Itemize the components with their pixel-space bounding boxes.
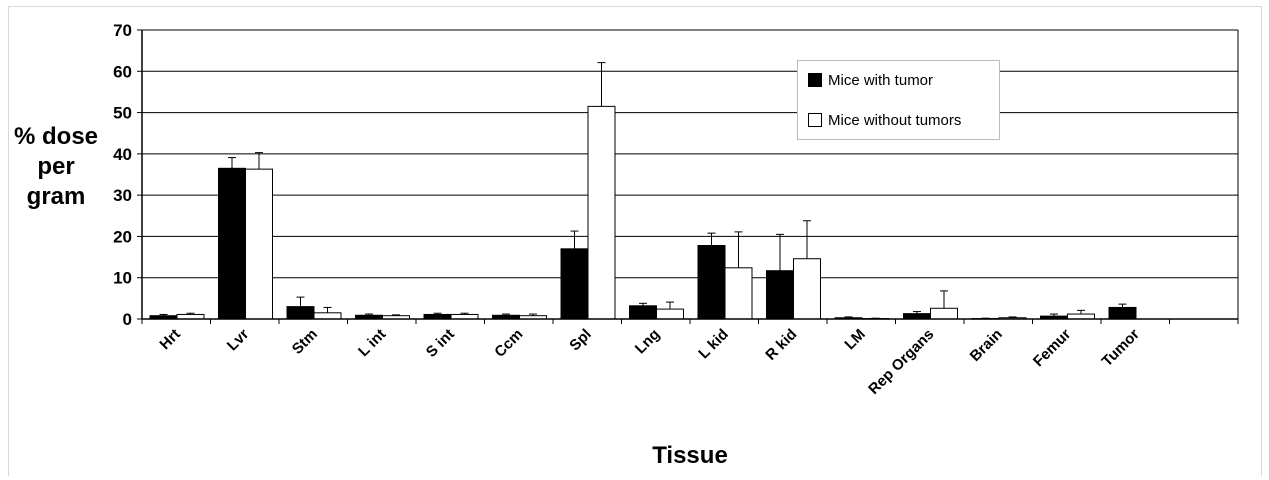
x-tick-label: Rep Organs bbox=[865, 326, 937, 398]
y-tick-label: 40 bbox=[113, 145, 132, 164]
bar bbox=[218, 167, 246, 320]
bar bbox=[766, 270, 794, 320]
bar bbox=[245, 168, 273, 320]
x-tick-label: Stm bbox=[289, 326, 321, 358]
legend-item: Mice without tumors bbox=[808, 110, 961, 130]
legend-label: Mice without tumors bbox=[828, 111, 962, 129]
bar bbox=[560, 248, 589, 320]
y-axis-label-line: % dose bbox=[13, 123, 99, 150]
bar bbox=[697, 245, 726, 320]
y-axis-label-line: per bbox=[37, 153, 75, 180]
bar bbox=[1108, 306, 1137, 320]
y-tick-label: 60 bbox=[113, 62, 132, 81]
y-axis-label-line: gram bbox=[26, 183, 86, 210]
chart-frame bbox=[8, 6, 1262, 476]
legend-swatch bbox=[808, 113, 822, 127]
y-tick-label: 10 bbox=[113, 269, 132, 288]
y-tick-label: 70 bbox=[113, 21, 132, 40]
bar bbox=[793, 258, 821, 320]
legend: Mice with tumor Mice without tumors bbox=[797, 60, 1000, 140]
bar bbox=[587, 105, 616, 320]
x-tick-label: Femur bbox=[1030, 326, 1075, 371]
bar bbox=[903, 313, 931, 320]
bar bbox=[724, 267, 753, 320]
y-tick-label: 50 bbox=[113, 104, 132, 123]
x-tick-label: Brain bbox=[967, 326, 1006, 365]
bar bbox=[629, 305, 657, 320]
x-tick-label: L kid bbox=[695, 326, 732, 363]
y-axis-label: % dose per gram bbox=[8, 122, 104, 212]
x-tick-label: Ccm bbox=[491, 326, 526, 361]
x-tick-label: S int bbox=[423, 326, 458, 361]
bar bbox=[656, 308, 684, 320]
legend-swatch bbox=[808, 73, 822, 87]
bar bbox=[313, 312, 342, 320]
x-tick-label: R kid bbox=[762, 326, 800, 364]
x-tick-label: Spl bbox=[566, 326, 595, 355]
x-axis-label: Tissue bbox=[652, 442, 728, 469]
x-tick-label: Lng bbox=[632, 326, 663, 357]
x-tick-label: L int bbox=[355, 326, 389, 360]
legend-label: Mice with tumor bbox=[828, 71, 934, 89]
y-tick-label: 30 bbox=[113, 186, 132, 205]
y-tick-label: 20 bbox=[113, 227, 132, 246]
y-tick-label: 0 bbox=[123, 310, 132, 329]
legend-item: Mice with tumor bbox=[808, 70, 933, 90]
x-tick-label: LM bbox=[841, 326, 868, 353]
x-tick-label: Hrt bbox=[156, 326, 183, 353]
x-tick-label: Tumor bbox=[1099, 326, 1143, 370]
x-tick-label: Lvr bbox=[224, 326, 253, 355]
bar bbox=[286, 306, 315, 320]
bar bbox=[930, 307, 958, 320]
